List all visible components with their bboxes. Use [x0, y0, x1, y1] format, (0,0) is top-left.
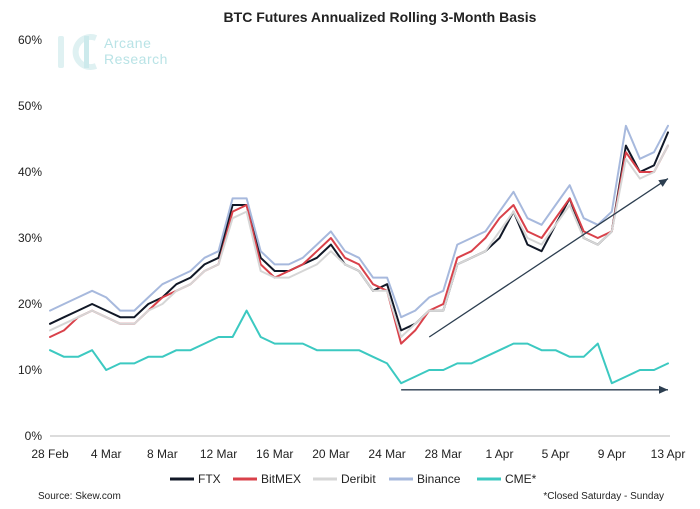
source-note: Source: Skew.com [38, 491, 121, 502]
x-tick-label: 1 Apr [485, 447, 513, 461]
x-tick-label: 24 Mar [368, 447, 405, 461]
logo: Arcane Research [58, 34, 168, 70]
series-line-cme [49, 309, 669, 385]
y-tick-label: 30% [18, 231, 42, 245]
y-tick-label: 20% [18, 297, 42, 311]
legend-label: CME* [505, 472, 537, 486]
x-tick-label: 4 Mar [91, 447, 122, 461]
legend: FTX BitMEX Deribit Binance CME* [170, 472, 537, 486]
y-tick-label: 10% [18, 363, 42, 377]
trend-arrow-line [428, 178, 669, 338]
x-tick-label: 8 Mar [147, 447, 178, 461]
logo-mark-left [58, 36, 64, 68]
trend-arrow-head [658, 178, 668, 187]
y-tick-label: 60% [18, 33, 42, 47]
series-line-ftx [49, 131, 669, 332]
logo-mark-bar [84, 36, 89, 68]
series-line-deribit [49, 144, 669, 338]
series-line-bitmex [49, 144, 669, 345]
x-tick-label: 28 Mar [425, 447, 462, 461]
y-tick-label: 50% [18, 99, 42, 113]
plot-area [49, 124, 669, 385]
x-tick-label: 12 Mar [200, 447, 237, 461]
series-line-binance [49, 124, 669, 319]
legend-label: BitMEX [261, 472, 301, 486]
x-axis: 28 Feb 4 Mar 8 Mar 12 Mar 16 Mar 20 Mar 24 Mar… [31, 447, 685, 461]
legend-label: FTX [198, 472, 221, 486]
x-tick-label: 13 Apr [651, 447, 686, 461]
x-tick-label: 20 Mar [312, 447, 349, 461]
y-tick-label: 0% [25, 429, 43, 443]
trend-arrow-head [659, 385, 668, 394]
chart-title: BTC Futures Annualized Rolling 3-Month B… [224, 9, 537, 25]
x-tick-label: 28 Feb [31, 447, 69, 461]
x-tick-label: 5 Apr [542, 447, 570, 461]
y-axis: 0% 10% 20% 30% 40% 50% 60% [18, 33, 42, 443]
legend-label: Deribit [341, 472, 376, 486]
y-tick-label: 40% [18, 165, 42, 179]
legend-label: Binance [417, 472, 461, 486]
closed-note: *Closed Saturday - Sunday [543, 491, 664, 502]
x-tick-label: 9 Apr [598, 447, 626, 461]
logo-line1: Arcane [104, 35, 151, 51]
logo-line2: Research [104, 51, 168, 67]
x-tick-label: 16 Mar [256, 447, 293, 461]
annotations [401, 178, 669, 394]
